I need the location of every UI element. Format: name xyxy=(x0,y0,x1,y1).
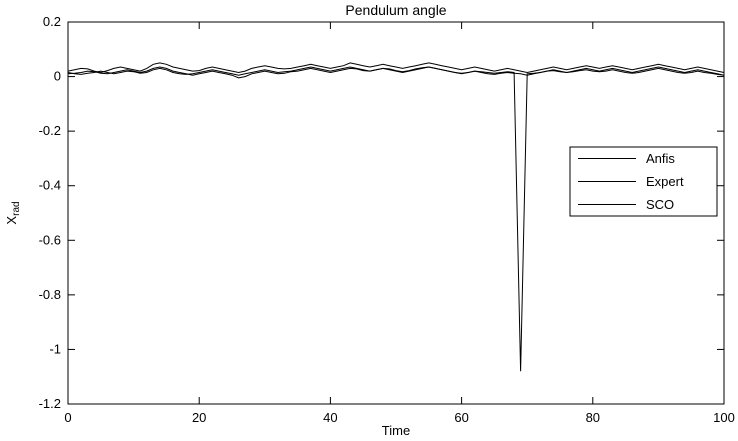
y-tick-label: -1.2 xyxy=(39,396,61,411)
y-tick-label: -0.6 xyxy=(39,232,61,247)
legend-label: SCO xyxy=(646,197,674,212)
series-line-anfis xyxy=(67,62,725,74)
y-axis-label: Xrad xyxy=(4,201,22,224)
y-tick-label: 0 xyxy=(54,69,61,84)
legend-label: Anfis xyxy=(646,151,675,166)
x-tick-label: 60 xyxy=(454,410,468,425)
y-tick-label: -0.2 xyxy=(39,123,61,138)
y-tick-label: 0.2 xyxy=(43,14,61,29)
x-axis-label: Time xyxy=(382,423,410,438)
chart-title: Pendulum angle xyxy=(345,2,446,18)
x-tick-label: 20 xyxy=(192,410,206,425)
plot-box xyxy=(67,21,725,405)
y-tick-label: -0.8 xyxy=(39,287,61,302)
x-tick-label: 0 xyxy=(64,410,71,425)
y-tick-label: -0.4 xyxy=(39,178,61,193)
y-tick-label: -1 xyxy=(49,341,61,356)
plot-layer: 0 20 40 60 80 100 0.2 0 -0.2 -0.4 -0.6 -0.8 -1 -1.2 An… xyxy=(39,14,735,425)
x-tick-label: 40 xyxy=(323,410,337,425)
x-tick-label: 100 xyxy=(713,410,735,425)
series-line-sco xyxy=(67,66,725,372)
legend-label: Expert xyxy=(646,174,684,189)
x-tick-label: 80 xyxy=(586,410,600,425)
